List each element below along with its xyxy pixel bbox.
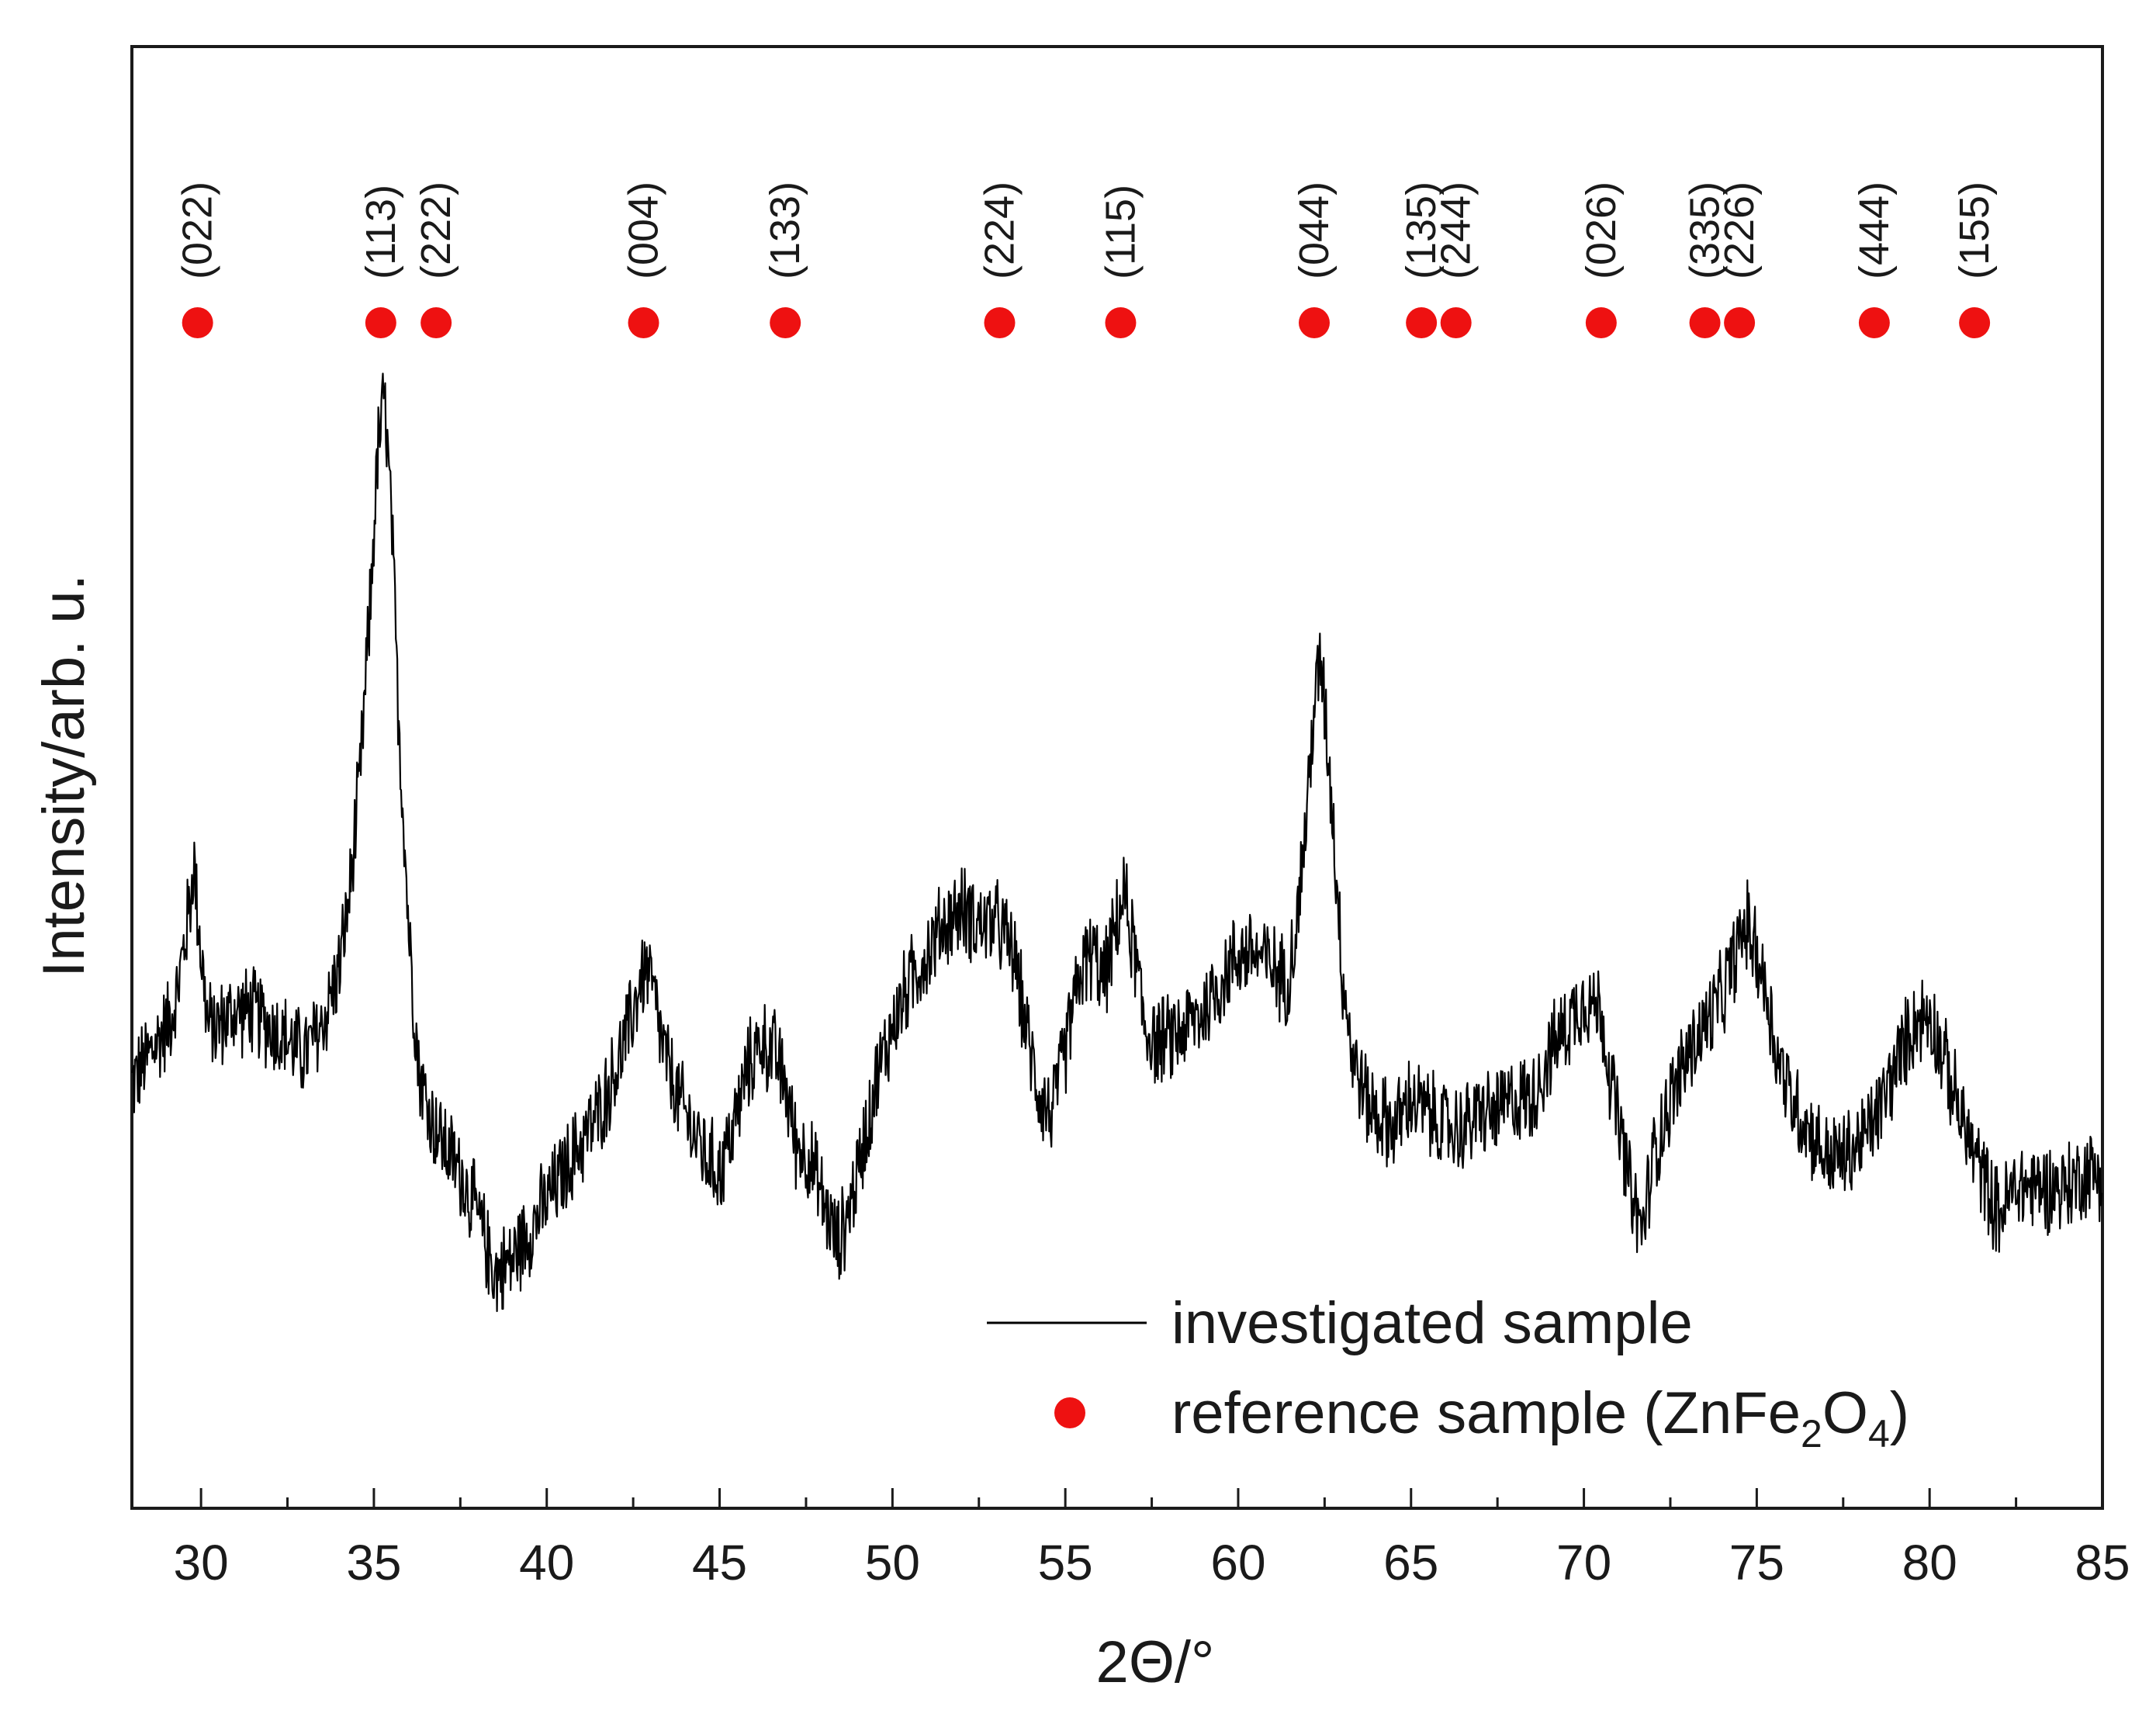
legend-marker-label-prefix: reference sample (ZnFe [1171, 1380, 1801, 1446]
reference-marker [365, 307, 396, 338]
y-axis-title: Intensity/arb. u. [31, 574, 97, 978]
measured-trace-group [130, 372, 2103, 1313]
reference-marker [1299, 307, 1330, 338]
hkl-label: (226) [1716, 182, 1763, 279]
x-axis-tick-labels: 30 35 40 45 50 55 60 65 70 75 80 85 [174, 1535, 2130, 1591]
hkl-label: (135) [1398, 182, 1445, 279]
legend: investigated sample reference sample (Zn… [987, 1290, 1909, 1456]
hkl-label: (113) [358, 185, 404, 279]
hkl-label: (133) [762, 182, 808, 279]
hkl-label: (026) [1578, 182, 1625, 279]
reference-marker [770, 307, 801, 338]
reference-marker [1959, 307, 1991, 338]
x-axis-ticks [199, 1488, 2104, 1508]
x-tick-label: 80 [1902, 1535, 1957, 1591]
legend-marker-label-sub2: 4 [1868, 1412, 1890, 1456]
x-tick-label: 85 [2075, 1535, 2130, 1591]
reference-marker [1406, 307, 1438, 338]
legend-marker-swatch [1054, 1397, 1085, 1428]
hkl-label: (044) [1291, 182, 1338, 279]
x-tick-label: 40 [519, 1535, 574, 1591]
reference-marker [182, 307, 213, 338]
reference-marker [420, 307, 452, 338]
hkl-label: (004) [621, 182, 667, 279]
plot-border [130, 45, 2104, 1510]
legend-marker-label: reference sample (ZnFe2O4) [1171, 1380, 1909, 1456]
plot-frame [130, 45, 2104, 1510]
x-tick-label: 60 [1210, 1535, 1265, 1591]
reference-marker [628, 307, 659, 338]
hkl-label: (224) [976, 182, 1023, 279]
legend-marker-label-suffix: ) [1890, 1380, 1909, 1446]
hkl-label: (115) [1097, 185, 1144, 279]
x-axis-title: 2Θ/° [1096, 1629, 1215, 1695]
x-tick-label: 35 [346, 1535, 401, 1591]
reference-marker [1585, 307, 1617, 338]
measured-trace [130, 372, 2103, 1313]
x-tick-label: 55 [1038, 1535, 1093, 1591]
hkl-label: (155) [1951, 182, 1998, 279]
reference-marker [1105, 307, 1137, 338]
x-tick-label: 50 [865, 1535, 920, 1591]
reference-hkl-labels: (022) (113) (222) (004) (133) (224) (115) (044)… [175, 182, 1998, 279]
legend-marker-label-sub1: 2 [1801, 1412, 1822, 1456]
hkl-label: (335) [1682, 182, 1729, 279]
x-tick-label: 30 [174, 1535, 229, 1591]
x-tick-label: 75 [1729, 1535, 1784, 1591]
x-tick-label: 70 [1556, 1535, 1611, 1591]
legend-marker-label-mid: O [1822, 1380, 1868, 1446]
legend-line-label: investigated sample [1171, 1290, 1693, 1356]
reference-marker [1858, 307, 1890, 338]
hkl-label: (222) [413, 182, 459, 279]
x-tick-label: 65 [1383, 1535, 1438, 1591]
reference-marker [1689, 307, 1721, 338]
hkl-label: (244) [1433, 182, 1479, 279]
x-tick-label: 45 [692, 1535, 747, 1591]
reference-marker [1440, 307, 1472, 338]
reference-markers-group [182, 307, 1991, 338]
reference-marker [1724, 307, 1756, 338]
hkl-label: (022) [175, 182, 221, 279]
reference-marker [984, 307, 1016, 338]
hkl-label: (444) [1851, 182, 1898, 279]
